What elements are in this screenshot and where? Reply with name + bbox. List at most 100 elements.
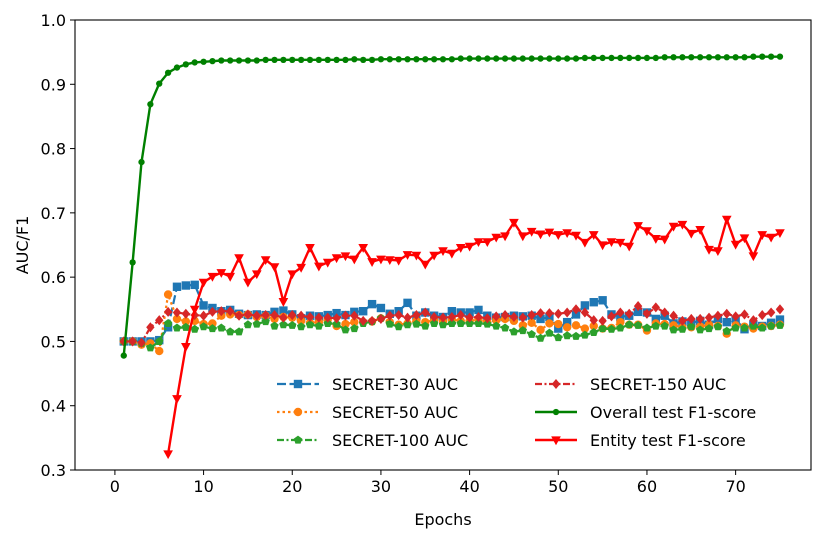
data-point	[120, 352, 127, 359]
data-point	[155, 337, 164, 345]
data-point	[288, 320, 297, 329]
data-point	[315, 56, 323, 64]
data-point	[749, 321, 758, 330]
data-point	[332, 308, 341, 318]
data-point	[368, 56, 376, 64]
data-point	[181, 281, 191, 290]
data-point	[615, 238, 626, 248]
data-point	[413, 56, 420, 63]
data-point	[181, 343, 191, 352]
data-point	[767, 53, 775, 60]
data-point	[590, 54, 597, 62]
data-point	[173, 64, 181, 71]
data-point	[384, 256, 395, 266]
data-point	[766, 321, 776, 330]
data-point	[616, 307, 625, 318]
data-point	[305, 311, 315, 323]
data-point	[518, 321, 528, 330]
y-tick-label: 0.7	[41, 204, 66, 223]
data-point	[314, 262, 324, 272]
x-tick-label: 70	[725, 477, 745, 496]
data-point	[571, 310, 581, 319]
legend-item: Entity test F1-score	[535, 431, 746, 450]
data-point	[243, 309, 253, 320]
data-point	[493, 55, 500, 62]
data-point	[483, 313, 492, 324]
legend-label: SECRET-100 AUC	[332, 431, 468, 450]
data-point	[199, 301, 208, 310]
series-entity-test-f1-score	[163, 215, 785, 460]
data-point	[509, 218, 519, 228]
data-point	[340, 252, 351, 262]
data-point	[367, 299, 377, 309]
data-point	[704, 245, 714, 255]
data-point	[758, 323, 767, 332]
data-point	[555, 55, 562, 62]
data-point	[155, 346, 164, 356]
data-point	[332, 319, 341, 328]
y-tick-label: 0.4	[41, 397, 66, 416]
data-point	[447, 319, 457, 327]
data-point	[705, 54, 713, 61]
data-point	[360, 56, 367, 64]
data-point	[438, 247, 448, 257]
data-point	[403, 320, 412, 329]
data-point	[350, 310, 359, 321]
data-point	[730, 240, 741, 250]
data-point	[731, 323, 740, 332]
data-point	[270, 321, 279, 330]
legend-label: Entity test F1-score	[590, 431, 746, 450]
data-point	[535, 230, 546, 240]
data-point	[571, 304, 581, 315]
data-point	[217, 306, 226, 317]
legend-item: SECRET-150 AUC	[535, 375, 726, 394]
data-point	[580, 301, 590, 310]
data-point	[562, 317, 572, 327]
data-point	[288, 310, 297, 321]
data-point	[351, 56, 358, 63]
data-point	[172, 395, 182, 404]
data-point	[526, 227, 537, 237]
data-point	[172, 323, 182, 332]
data-point	[625, 308, 634, 319]
data-point	[580, 307, 590, 318]
data-point	[536, 308, 545, 319]
data-point	[420, 260, 431, 270]
data-point	[296, 322, 306, 331]
data-point	[163, 306, 173, 317]
data-point	[280, 56, 287, 64]
data-point	[642, 308, 652, 319]
data-point	[546, 55, 553, 62]
data-point	[217, 323, 226, 332]
data-point	[721, 215, 732, 225]
data-point	[225, 327, 235, 336]
data-point	[243, 278, 253, 288]
data-point	[342, 56, 349, 64]
legend-marker	[293, 379, 303, 389]
x-tick-label: 20	[282, 477, 302, 496]
data-point	[341, 310, 350, 321]
data-point	[482, 238, 493, 248]
x-tick-label: 40	[459, 477, 479, 496]
data-point	[731, 311, 740, 322]
y-tick-label: 0.6	[41, 268, 66, 287]
data-point	[376, 303, 386, 313]
data-point	[314, 312, 324, 323]
data-point	[465, 319, 474, 327]
data-point	[475, 55, 482, 62]
legend-label: SECRET-30 AUC	[332, 375, 458, 394]
data-point	[650, 235, 661, 244]
data-point	[394, 322, 403, 331]
y-tick-label: 0.3	[41, 461, 66, 480]
data-point	[509, 311, 519, 323]
data-point	[598, 324, 607, 333]
data-point	[191, 59, 198, 66]
data-point	[447, 307, 457, 316]
data-point	[660, 307, 669, 318]
data-point	[766, 233, 776, 243]
data-point	[412, 310, 421, 321]
data-point	[234, 310, 244, 321]
data-point	[633, 301, 643, 312]
data-point	[156, 80, 163, 87]
data-point	[527, 329, 536, 338]
